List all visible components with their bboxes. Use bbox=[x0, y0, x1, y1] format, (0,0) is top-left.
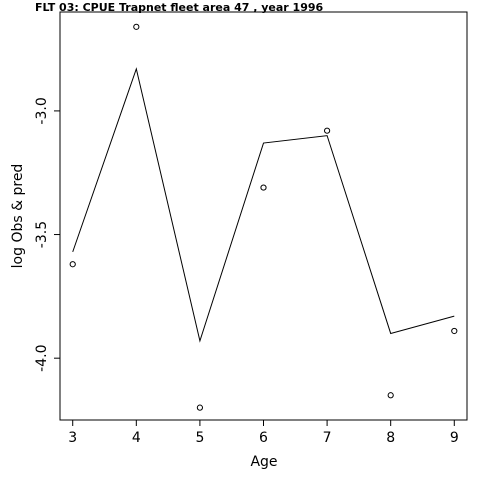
series-layer bbox=[69, 23, 458, 411]
x-axis: 3 4 5 6 7 8 9 bbox=[68, 420, 459, 446]
observed-point bbox=[69, 261, 76, 268]
observed-point bbox=[133, 23, 140, 30]
y-axis: -4.0 -3.5 -3.0 bbox=[34, 97, 60, 372]
chart-title: FLT 03: CPUE Trapnet fleet area 47 , yea… bbox=[35, 1, 324, 14]
observed-point bbox=[451, 327, 458, 335]
observed-point bbox=[196, 404, 204, 411]
observed-point bbox=[260, 184, 267, 191]
y-axis-label: log Obs & pred bbox=[10, 164, 26, 269]
x-axis-label: Age bbox=[250, 454, 277, 470]
predicted-line bbox=[72, 67, 455, 343]
x-tick-label: 4 bbox=[132, 430, 141, 446]
x-tick-label: 3 bbox=[68, 430, 77, 446]
observed-point bbox=[323, 127, 331, 134]
x-tick-label: 8 bbox=[386, 430, 395, 446]
x-tick-label: 9 bbox=[450, 430, 459, 446]
y-tick-label: -3.5 bbox=[34, 221, 50, 248]
x-tick-label: 6 bbox=[259, 430, 268, 446]
y-tick-label: -3.0 bbox=[34, 97, 50, 124]
y-tick-label: -4.0 bbox=[34, 345, 50, 372]
x-tick-label: 5 bbox=[195, 430, 204, 446]
x-tick-label: 7 bbox=[323, 430, 332, 446]
observed-point bbox=[387, 392, 394, 399]
plot-frame bbox=[59, 11, 468, 421]
